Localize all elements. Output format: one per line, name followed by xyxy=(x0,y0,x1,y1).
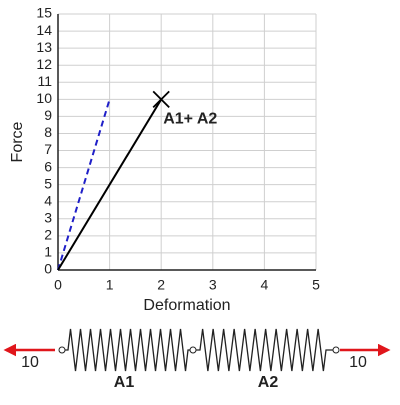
spring-diagram: 10 10 A1 A2 xyxy=(3,328,391,391)
y-tick-label: 15 xyxy=(36,5,52,21)
y-tick-label: 4 xyxy=(44,192,52,208)
spring xyxy=(65,328,190,372)
y-tick-label: 5 xyxy=(44,175,52,191)
y-tick-label: 12 xyxy=(36,56,52,72)
x-axis-label: Deformation xyxy=(143,297,230,314)
series-line xyxy=(57,98,163,271)
force-label: 10 xyxy=(21,354,39,371)
y-tick-label: 2 xyxy=(44,227,52,243)
spring-label: A1 xyxy=(114,374,135,391)
x-tick-label: 4 xyxy=(261,277,269,293)
y-tick-label: 14 xyxy=(36,22,52,38)
y-tick-label: 0 xyxy=(44,261,52,277)
y-tick-label: 7 xyxy=(44,141,52,157)
end-marker xyxy=(152,90,170,108)
annotation: A1+ A2 xyxy=(163,111,217,128)
y-tick-label: 3 xyxy=(44,210,52,226)
node xyxy=(189,346,197,354)
node xyxy=(58,346,66,354)
y-tick-label: 11 xyxy=(37,73,52,89)
y-tick-label: 13 xyxy=(36,39,52,55)
force-label: 10 xyxy=(349,354,367,371)
node xyxy=(332,346,340,354)
y-tick-label: 9 xyxy=(44,107,52,123)
x-tick-label: 0 xyxy=(54,277,62,293)
x-tick-label: 1 xyxy=(106,277,114,293)
x-tick-label: 2 xyxy=(157,277,165,293)
x-tick-label: 5 xyxy=(312,277,320,293)
y-tick-label: 6 xyxy=(44,158,52,174)
y-tick-label: 10 xyxy=(36,90,52,106)
spring-label: A2 xyxy=(258,374,279,391)
x-tick-label: 3 xyxy=(209,277,217,293)
spring xyxy=(196,328,333,372)
y-tick-label: 1 xyxy=(44,244,52,260)
y-tick-label: 8 xyxy=(44,124,52,140)
y-axis-label: Force xyxy=(9,121,26,162)
